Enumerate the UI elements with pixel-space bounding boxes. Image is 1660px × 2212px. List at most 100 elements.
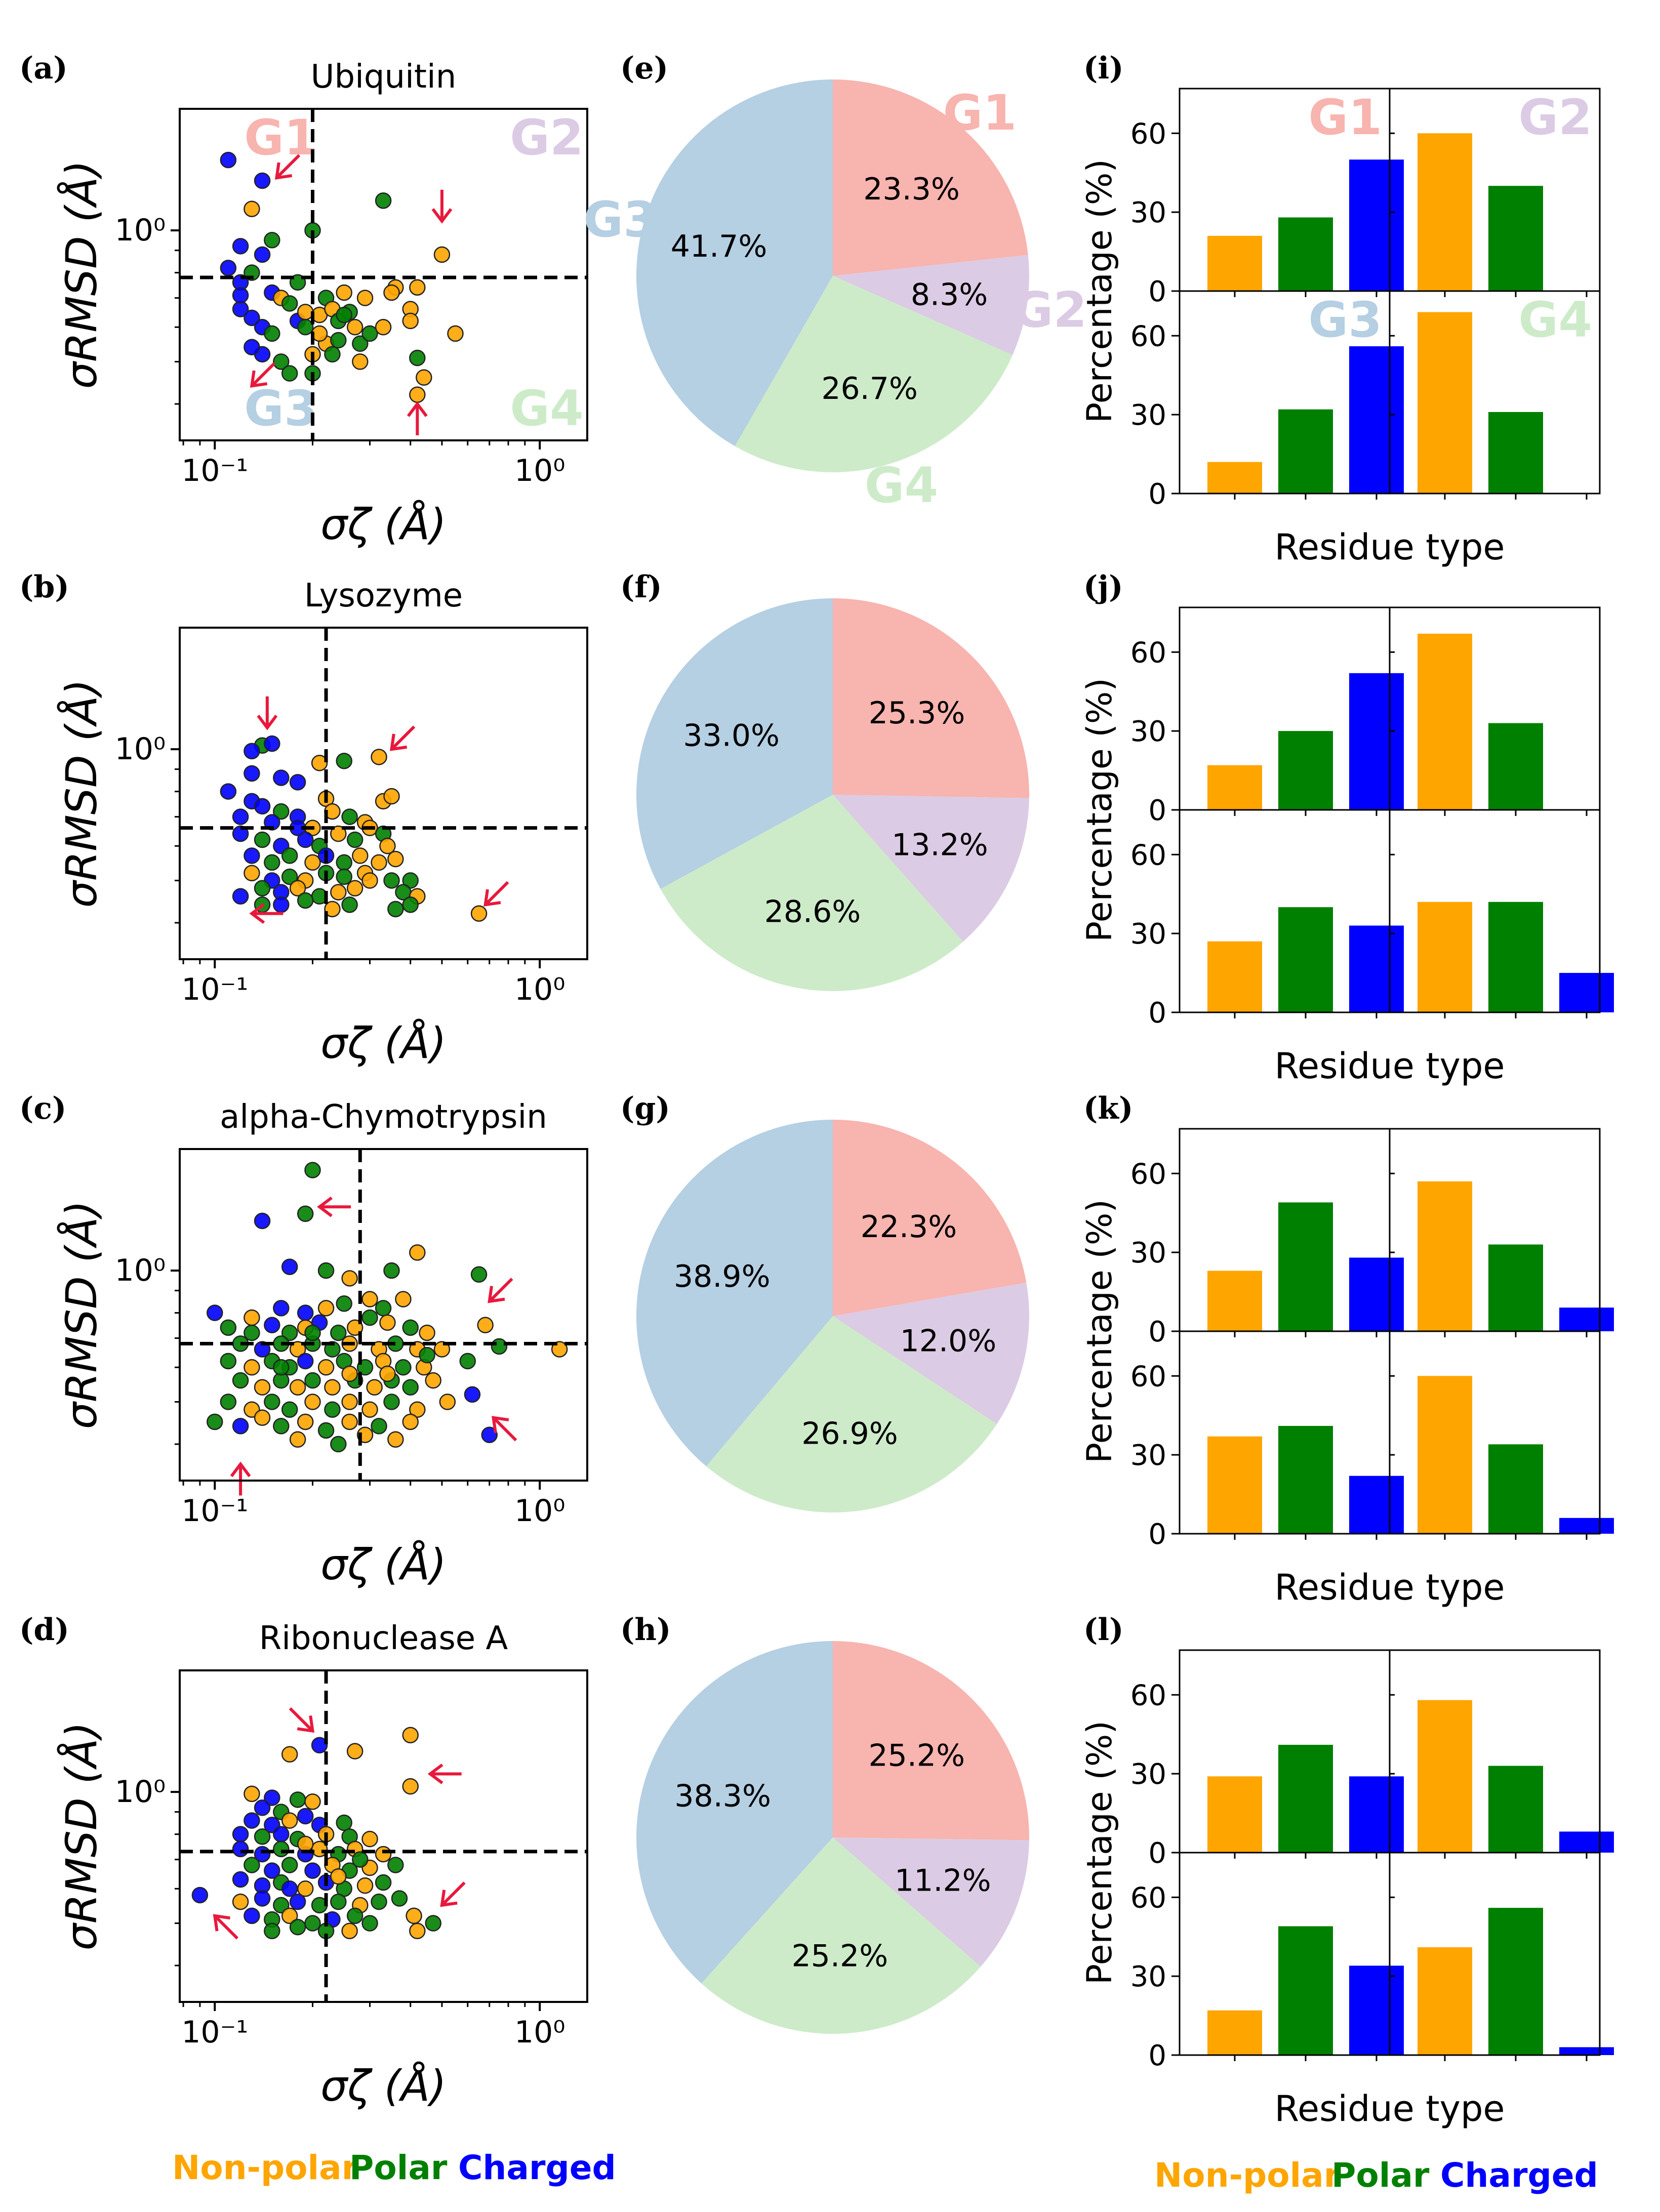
y-tick-label: 10⁰ [115,1774,166,1810]
bar-g2-1 [1488,1244,1543,1331]
scatter-point [244,1785,260,1803]
scatter-point [383,284,400,301]
scatter-point [330,1324,347,1341]
scatter-point [330,332,347,349]
scatter-point [402,1413,419,1430]
scatter-point [402,1778,419,1795]
bar-y-tick-label: 30 [1130,1758,1166,1791]
scatter-point [409,1244,426,1261]
bar-y-tick-label: 30 [1130,399,1166,432]
bar-panel-2: (k) 0 30 60 0 30 60 Percentage (%) Residue type [1080,1091,1614,1608]
scatter-frame [179,1148,588,1482]
panel-label: (i) [1083,51,1124,86]
bar-g1-1 [1278,1202,1333,1331]
pie-value-label: 38.9% [674,1259,771,1294]
pie-slice-g2 [833,795,1029,942]
scatter-point [361,1915,378,1932]
pie-group-label-g2: G2 [1014,282,1087,339]
pie-value-label: 26.9% [801,1416,898,1451]
scatter-point [281,1880,298,1897]
scatter-point [402,872,419,889]
bar-group-label-g3: G3 [1308,292,1382,348]
bar-g2-2 [1559,1307,1614,1331]
scatter-point [402,1319,419,1336]
pie-value-label: 33.0% [683,718,780,753]
bar-y-tick-label: 0 [1148,794,1166,827]
scatter-point [232,808,249,825]
pie-slice-g3 [636,79,833,446]
bar-panel-1: (j) 0 30 60 0 30 60 Percentage (%) Residue type [1080,569,1614,1087]
bar-g3-0 [1207,1436,1262,1534]
scatter-point [336,284,352,301]
scatter-point [324,346,341,363]
scatter-point [232,238,249,255]
scatter-point [289,774,306,791]
bar-g2-1 [1488,1766,1543,1853]
scatter-point [281,1258,298,1276]
bar-y-tick-label: 30 [1130,1237,1166,1269]
scatter-point [244,1309,260,1326]
scatter-point [371,854,387,871]
scatter-point [387,1857,404,1873]
bar-x-axis-label: Residue type [1275,526,1505,568]
bar-y-tick-label: 60 [1130,839,1166,872]
bar-g3-2 [1349,346,1404,494]
scatter-point [244,1857,260,1873]
bar-y-tick-label: 60 [1130,117,1166,150]
bar-g3-0 [1207,941,1262,1012]
x-axis-label: σζ (Å) [320,2061,447,2111]
scatter-point [297,1304,314,1321]
bar-y-axis-label: Percentage (%) [1080,1199,1120,1463]
bar-panel-0: (i) 0 30 60 G1 G2 0 30 60 G3 G4 Percentage (%) Resid… [1080,51,1601,568]
scatter-point [409,349,426,366]
bar-g1-1 [1278,1745,1333,1853]
bar-x-axis-label: Residue type [1275,1567,1505,1608]
arrow-head [297,1715,315,1733]
scatter-point [361,872,378,889]
x-axis-label: σζ (Å) [320,499,447,549]
scatter-point [244,1359,260,1376]
bar-g4-1 [1488,1444,1543,1534]
scatter-point [336,854,352,871]
scatter-point [361,1291,378,1307]
scatter-point [341,808,358,825]
bar-g4-2 [1559,2047,1614,2055]
pie-panel-1: (f) 25.3% 13.2% 28.6% 33.0% [620,569,1029,992]
scatter-point [425,1915,441,1932]
panel-label: (j) [1083,569,1123,605]
scatter-point [254,1828,271,1845]
bar-y-tick-label: 60 [1130,1679,1166,1712]
bar-y-tick-label: 60 [1130,1881,1166,1914]
scatter-point [395,1359,412,1376]
pie-group-label-g4: G4 [865,457,939,514]
scatter-point [361,1830,378,1848]
arrow-head [317,1196,333,1217]
scatter-point [379,838,396,854]
scatter-point [346,831,363,848]
bar-g1-2 [1349,673,1404,810]
scatter-point [419,1346,435,1364]
scatter-point [304,1915,321,1932]
arrow-head [230,1461,251,1478]
bar-g1-2 [1349,1776,1404,1853]
y-tick-label: 10⁰ [115,213,166,248]
scatter-point [254,246,271,263]
arrow-head [213,1914,230,1932]
scatter-point [244,743,260,760]
scatter-point [402,1379,419,1396]
scatter-point [346,319,363,336]
scatter-point [264,1922,280,1940]
bar-g1-1 [1278,217,1333,291]
bar-g2-0 [1418,1700,1472,1853]
scatter-point [297,1353,314,1370]
scatter-point [409,386,426,403]
scatter-point [254,1341,271,1358]
bar-y-tick-label: 30 [1130,1960,1166,1993]
scatter-frame [179,108,588,441]
scatter-point [336,868,352,885]
scatter-point [324,1379,341,1396]
pie-slice-g4 [735,276,1013,472]
bar-g4-2 [1559,973,1614,1012]
scatter-point [383,788,400,805]
arrow-shaft [440,1881,466,1906]
